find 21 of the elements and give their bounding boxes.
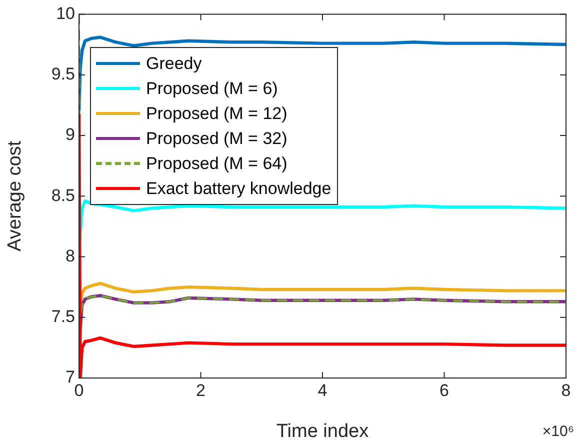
x-tick-label: 4	[318, 380, 328, 400]
y-tick-label: 8	[66, 246, 75, 266]
y-tick-label: 9.5	[51, 64, 75, 84]
legend-label: Proposed (M = 12)	[146, 104, 288, 124]
y-tick-label: 7.5	[51, 307, 75, 326]
y-tick-label: 9	[66, 125, 75, 144]
y-axis-title: Average cost	[4, 140, 26, 252]
legend-label: Proposed (M = 32)	[146, 128, 288, 148]
y-tick-label: 7	[66, 368, 75, 387]
text: ×10⁶	[542, 423, 574, 440]
x-tick-label: 6	[440, 380, 449, 400]
y-tick-label: 8.5	[51, 186, 75, 205]
legend-label: Greedy	[146, 54, 202, 74]
x-tick-label: 0	[74, 380, 84, 400]
y-tick-label: 10	[56, 4, 75, 23]
x-axis-title: Time index	[276, 420, 370, 442]
legend-label: Proposed (M = 6)	[146, 78, 278, 98]
legend-label: Proposed (M = 64)	[146, 154, 288, 174]
legend-label: Exact battery knowledge	[146, 178, 332, 198]
x-tick-label: 2	[196, 380, 206, 400]
x-tick-label: 8	[561, 380, 571, 400]
